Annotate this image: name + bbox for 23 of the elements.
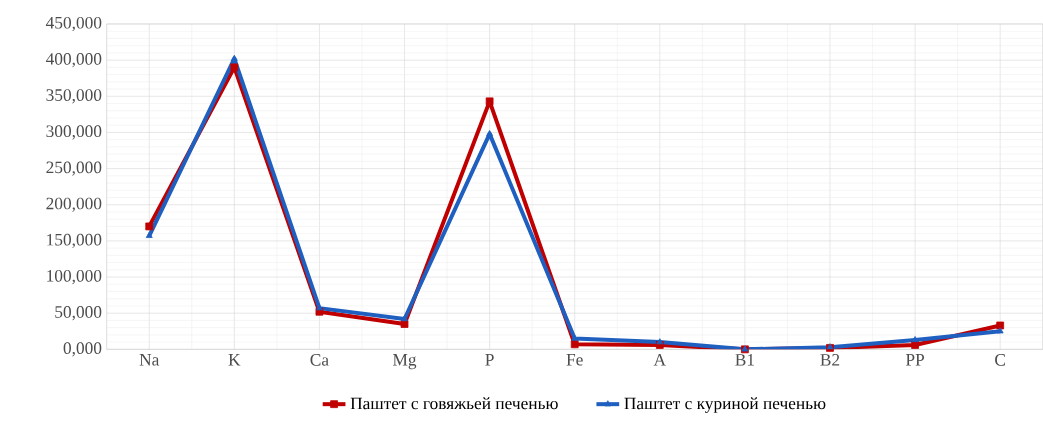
x-tick-label: C	[995, 354, 1005, 366]
x-tick-label: K	[228, 354, 241, 366]
x-tick-label: B1	[735, 354, 754, 366]
x-tick-label: A	[653, 354, 666, 366]
x-tick-label: PP	[905, 354, 925, 366]
x-tick-label: B2	[820, 354, 840, 366]
x-tick-label: P	[485, 354, 494, 366]
y-tick-label: 300,000	[46, 125, 102, 140]
x-tick-label: Ca	[310, 354, 329, 366]
legend-label: Паштет с куриной печенью	[624, 397, 826, 413]
y-tick-label: 100,000	[47, 270, 102, 285]
x-tick-label: Na	[139, 354, 160, 366]
y-tick-label: 150,000	[47, 233, 102, 249]
x-tick-label: Fe	[566, 354, 583, 366]
y-tick-label: 400,000	[45, 53, 102, 68]
y-tick-label: 250,000	[46, 161, 102, 176]
y-tick-label: 200,000	[46, 197, 102, 212]
y-tick-label: 450,000	[45, 17, 102, 32]
y-tick-label: 50,000	[55, 306, 102, 321]
y-tick-label: 0,000	[63, 342, 102, 357]
legend-label: Паштет с говяжьей печенью	[350, 397, 558, 410]
y-tick-label: 350,000	[46, 89, 102, 104]
x-tick-label: Mg	[392, 354, 417, 370]
